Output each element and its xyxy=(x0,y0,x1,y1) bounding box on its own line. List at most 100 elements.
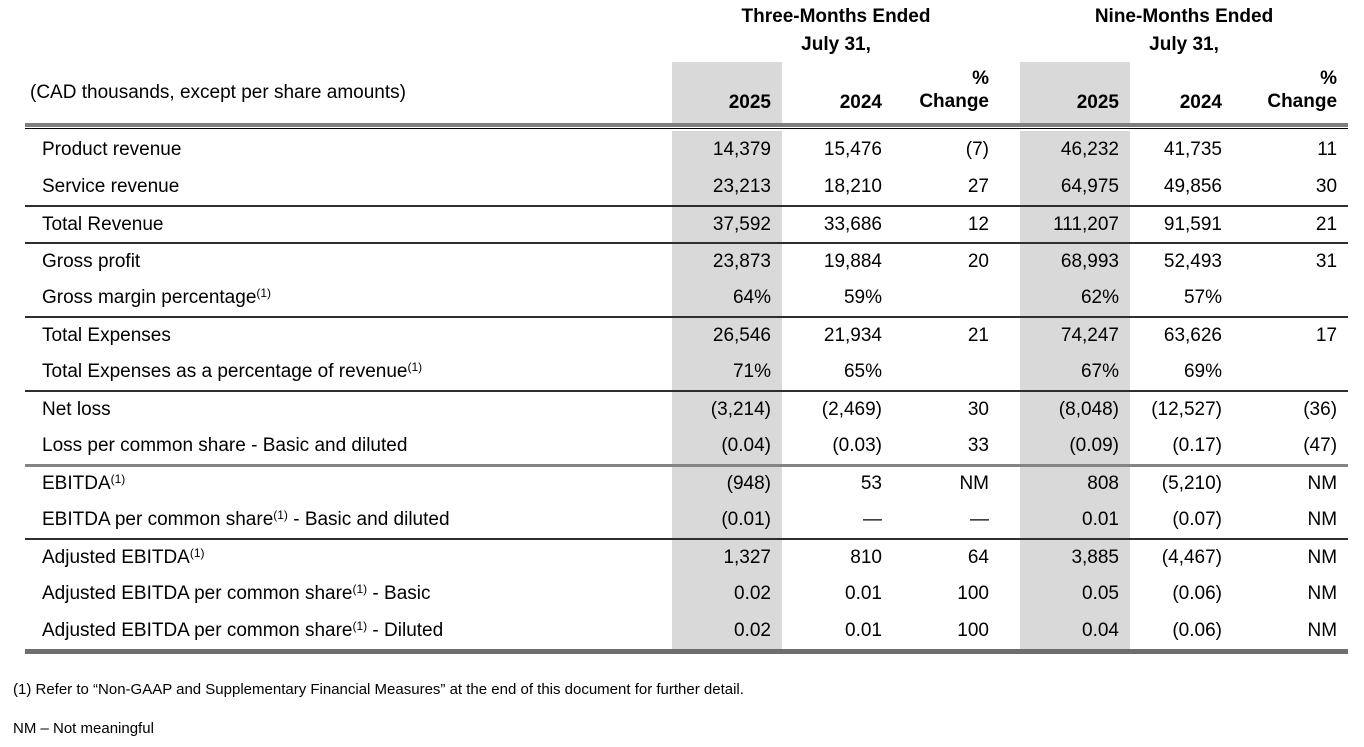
cell-value: 74,247 xyxy=(1020,316,1130,353)
cell-value: 810 xyxy=(782,538,893,575)
cell-value: (0.07) xyxy=(1172,508,1222,530)
table-row: EBITDA per common share(1) - Basic and d… xyxy=(25,501,1348,538)
cell-value: 0.01 xyxy=(845,619,882,641)
table-row: Service revenue 23,213 18,210 27 64,975 49,85… xyxy=(25,168,1348,205)
cell-value: 15,476 xyxy=(823,138,882,160)
table-row: Gross profit 23,873 19,884 20 68,993 52,493 31 xyxy=(25,242,1349,279)
table-row: Adjusted EBITDA per common share(1) - Di… xyxy=(25,612,1348,649)
cell-value: 69% xyxy=(1183,360,1222,382)
col-header-2025-q: 2025 xyxy=(672,62,782,123)
column-gap xyxy=(1000,575,1020,612)
cell-value: 12 xyxy=(893,205,1000,242)
row-label: EBITDA per common share(1) - Basic and d… xyxy=(25,501,672,538)
table-row: Net loss (3,214) (2,469) 30 (8,048) (12,527)(… xyxy=(25,390,1349,427)
column-gap xyxy=(1000,501,1020,538)
row-label: Gross profit xyxy=(25,242,672,279)
row-label: Adjusted EBITDA(1) xyxy=(25,538,672,575)
table-row: Adjusted EBITDA per common share(1) - Ba… xyxy=(25,575,1348,612)
col-header-2024-q: 2024 xyxy=(839,92,882,113)
header-rule-line xyxy=(25,123,1349,131)
bottom-rule xyxy=(25,649,1349,654)
cell-value: (3,214) xyxy=(672,390,782,427)
cell-value: 33 xyxy=(967,434,989,456)
cell-value: 0.04 xyxy=(1020,612,1130,649)
column-gap xyxy=(1000,538,1020,575)
row-label-suffix: - Basic xyxy=(367,582,431,604)
cell-value: 21,934 xyxy=(782,316,893,353)
cell-value: 91,591 xyxy=(1130,205,1233,242)
table-row: Adjusted EBITDA(1) 1,327 810 64 3,885 (4,467)… xyxy=(25,538,1349,575)
table-row: Total Expenses as a percentage of revenu… xyxy=(25,353,1348,390)
footnote-marker: (1) xyxy=(407,359,423,374)
footnote-nm: NM – Not meaningful xyxy=(13,720,154,737)
row-label-text: Service revenue xyxy=(42,175,180,197)
row-label-text: Adjusted EBITDA per common share xyxy=(42,619,353,641)
cell-value: (0.03) xyxy=(832,434,882,456)
cell-value: 111,207 xyxy=(1020,205,1130,242)
row-label-text: EBITDA xyxy=(42,473,111,494)
column-gap xyxy=(1000,131,1020,168)
cell-value: NM xyxy=(1307,582,1338,604)
cell-value: 0.01 xyxy=(1020,501,1130,538)
cell-value: 49,856 xyxy=(1163,175,1222,197)
cell-value: 31 xyxy=(1233,242,1349,279)
cell-value: — xyxy=(970,508,989,530)
column-gap xyxy=(1000,0,1020,30)
cell-value xyxy=(1233,279,1348,316)
cell-value: (0.04) xyxy=(672,427,782,464)
col-header-pct-change-q: % Change xyxy=(893,62,1000,123)
row-label: Total Revenue xyxy=(25,205,672,242)
row-label-text: Loss per common share - Basic and dilute… xyxy=(42,434,408,456)
table-header: Three-Months Ended Nine-Months Ended Jul… xyxy=(25,0,1349,131)
nine-months-date: July 31, xyxy=(1149,34,1219,55)
row-label-text: Adjusted EBITDA per common share xyxy=(42,582,353,604)
cell-value: (4,467) xyxy=(1130,538,1233,575)
row-label: Total Expenses as a percentage of revenu… xyxy=(25,353,672,390)
row-label-text: Product revenue xyxy=(42,138,182,160)
cell-value: (2,469) xyxy=(782,390,893,427)
column-gap xyxy=(1000,62,1020,123)
cell-value: 64,975 xyxy=(1020,168,1130,205)
column-gap xyxy=(1000,205,1020,242)
period-title-row: Three-Months Ended Nine-Months Ended xyxy=(25,0,1348,30)
cell-value: 57% xyxy=(1183,286,1222,308)
row-label-text: Gross profit xyxy=(42,250,141,272)
cell-value: 3,885 xyxy=(1020,538,1130,575)
financial-summary-table: Three-Months Ended Nine-Months Ended Jul… xyxy=(25,0,1349,654)
cell-value xyxy=(1233,353,1348,390)
cell-value: 21 xyxy=(1233,205,1349,242)
row-label-text: Gross margin percentage xyxy=(42,286,257,308)
row-label-text: Adjusted EBITDA xyxy=(42,546,190,568)
column-gap xyxy=(1000,242,1020,279)
cell-value: (0.06) xyxy=(1172,582,1222,604)
column-gap xyxy=(1000,279,1020,316)
pct-sign: % xyxy=(972,67,989,89)
row-label: Gross margin percentage(1) xyxy=(25,279,672,316)
cell-value: (12,527) xyxy=(1130,390,1233,427)
cell-value: 0.02 xyxy=(672,575,782,612)
cell-value: 65% xyxy=(843,360,882,382)
cell-value: (8,048) xyxy=(1020,390,1130,427)
cell-value xyxy=(893,353,1000,390)
cell-value: 46,232 xyxy=(1020,131,1130,168)
column-header-row: (CAD thousands, except per share amounts… xyxy=(25,62,1348,123)
row-label-text: EBITDA per common share xyxy=(42,508,274,530)
nine-months-title: Nine-Months Ended xyxy=(1094,6,1274,27)
cell-value: (0.17) xyxy=(1172,434,1222,456)
footnote-non-gaap: (1) Refer to “Non-GAAP and Supplementary… xyxy=(13,681,744,698)
cell-value: (7) xyxy=(965,138,989,160)
col-header-2025-ytd: 2025 xyxy=(1020,62,1130,123)
row-label: Adjusted EBITDA per common share(1) - Di… xyxy=(25,612,672,649)
cell-value: 52,493 xyxy=(1130,242,1233,279)
cell-value xyxy=(893,279,1000,316)
cell-value: NM xyxy=(1307,508,1338,530)
row-label: Adjusted EBITDA per common share(1) - Ba… xyxy=(25,575,672,612)
cell-value: NM xyxy=(1233,538,1349,575)
cell-value: (0.01) xyxy=(672,501,782,538)
table-footer xyxy=(25,649,1349,654)
cell-value: 11 xyxy=(1317,138,1338,160)
cell-value: 0.01 xyxy=(845,582,882,604)
row-label-suffix: - Diluted xyxy=(367,619,444,641)
row-label-text: Total Expenses as a percentage of revenu… xyxy=(42,360,408,382)
